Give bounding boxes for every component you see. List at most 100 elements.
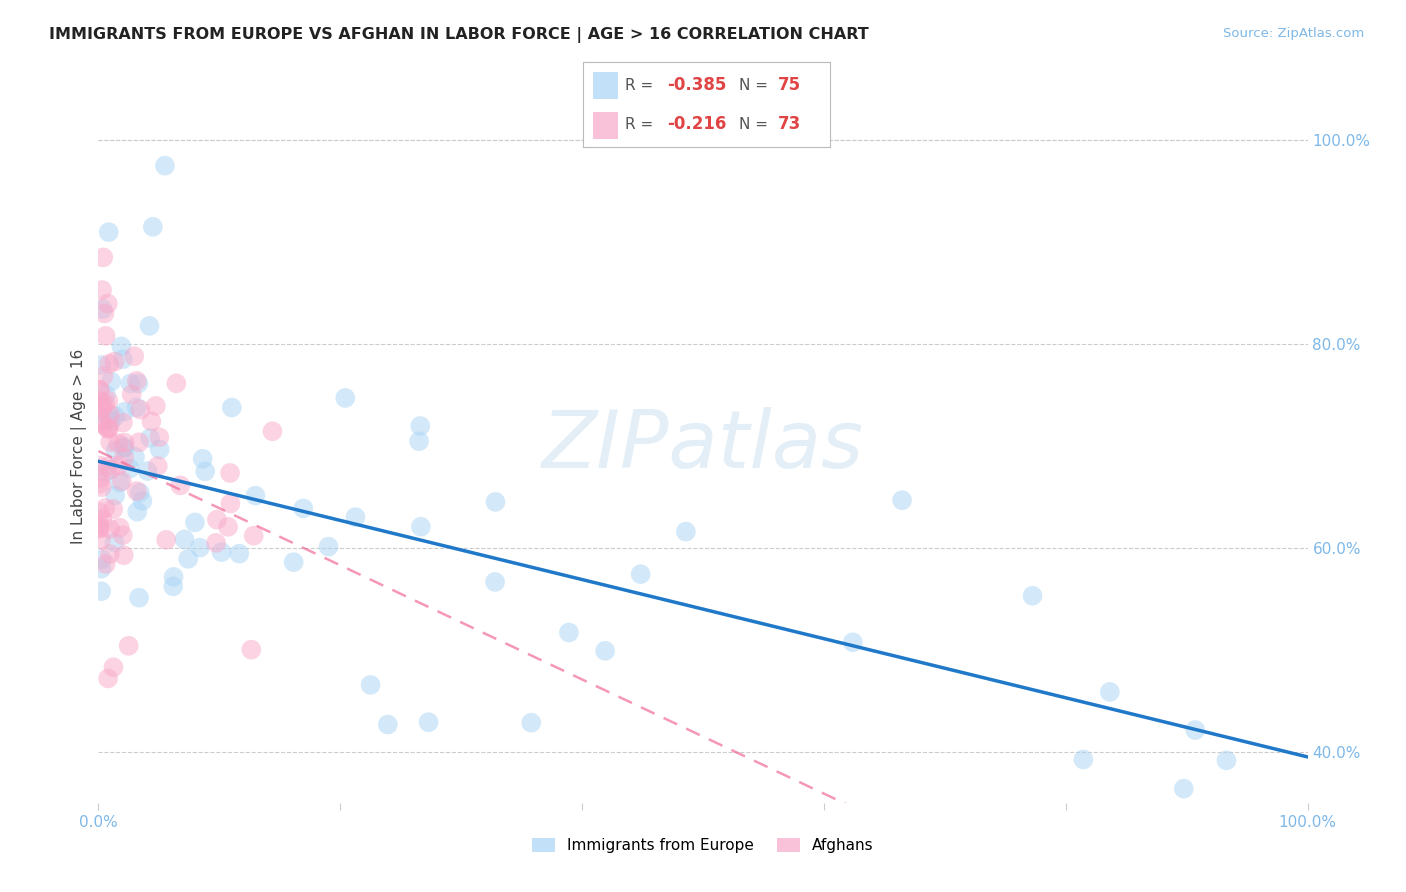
Point <box>128 485 150 500</box>
Point <box>112 440 135 454</box>
Point <box>162 579 184 593</box>
Point <box>228 547 250 561</box>
Point <box>146 458 169 473</box>
Point <box>409 419 432 434</box>
Y-axis label: In Labor Force | Age > 16: In Labor Force | Age > 16 <box>72 349 87 543</box>
Point <box>136 464 159 478</box>
Point <box>153 159 176 173</box>
Point <box>90 562 112 576</box>
Point <box>91 401 114 416</box>
Point <box>90 584 112 599</box>
Point <box>217 520 239 534</box>
Point <box>108 475 131 490</box>
Point <box>97 672 120 686</box>
Point <box>94 387 117 401</box>
Point <box>360 678 382 692</box>
Point <box>98 435 121 450</box>
Point <box>142 219 165 234</box>
Point <box>675 524 697 539</box>
Point <box>111 528 134 542</box>
Point <box>484 574 506 589</box>
Point <box>111 352 134 367</box>
Point <box>96 459 118 474</box>
Point <box>90 480 112 494</box>
Point <box>1098 685 1121 699</box>
Point <box>122 349 145 363</box>
Point <box>100 462 122 476</box>
Point <box>98 522 121 536</box>
Point <box>91 302 114 317</box>
Point <box>219 466 242 480</box>
Point <box>103 535 125 549</box>
Point <box>128 591 150 605</box>
Point <box>100 414 122 428</box>
Point <box>344 510 367 524</box>
Point <box>409 519 432 533</box>
Point <box>91 512 114 526</box>
Point <box>114 441 136 455</box>
Point <box>335 391 357 405</box>
Point <box>96 421 118 435</box>
Point <box>418 715 440 730</box>
Point <box>148 430 170 444</box>
Point <box>90 414 112 428</box>
Point <box>89 394 111 409</box>
Point <box>89 476 111 491</box>
Point <box>184 516 207 530</box>
Point <box>205 536 228 550</box>
Point <box>205 513 228 527</box>
Point <box>630 567 652 582</box>
Point <box>91 283 114 297</box>
Point <box>104 409 127 424</box>
Text: R =: R = <box>626 78 658 93</box>
Point <box>219 496 242 510</box>
Point <box>842 635 865 649</box>
Point <box>96 465 118 479</box>
Point <box>90 533 112 547</box>
Point <box>165 376 187 391</box>
Text: Source: ZipAtlas.com: Source: ZipAtlas.com <box>1223 27 1364 40</box>
Point <box>262 424 284 438</box>
Point <box>292 501 315 516</box>
Text: -0.216: -0.216 <box>668 115 727 133</box>
Point <box>97 296 120 310</box>
Point <box>98 421 121 435</box>
Point <box>558 625 581 640</box>
Point <box>1215 753 1237 767</box>
Point <box>125 374 148 388</box>
Text: N =: N = <box>738 117 772 132</box>
Text: 73: 73 <box>778 115 801 133</box>
Point <box>90 471 112 485</box>
Point <box>138 318 160 333</box>
Point <box>177 551 200 566</box>
Point <box>118 639 141 653</box>
Point <box>89 458 111 473</box>
Point <box>155 533 177 547</box>
Point <box>377 717 399 731</box>
Point <box>108 521 131 535</box>
Point <box>211 545 233 559</box>
Point <box>111 474 134 488</box>
Point <box>240 642 263 657</box>
Point <box>98 407 121 421</box>
Point <box>149 442 172 457</box>
Point <box>90 358 112 372</box>
Point <box>1021 589 1043 603</box>
Point <box>194 464 217 478</box>
Point <box>94 500 117 515</box>
Point <box>98 547 121 561</box>
Point <box>242 528 264 542</box>
Point <box>107 458 129 473</box>
Point <box>593 644 616 658</box>
Point <box>103 660 125 674</box>
Point <box>145 399 167 413</box>
Point <box>191 451 214 466</box>
Point <box>120 376 142 391</box>
Point <box>98 410 121 425</box>
Point <box>112 450 135 465</box>
Point <box>891 493 914 508</box>
Point <box>94 329 117 343</box>
Point <box>97 225 120 239</box>
Point <box>93 417 115 432</box>
Point <box>89 505 111 519</box>
